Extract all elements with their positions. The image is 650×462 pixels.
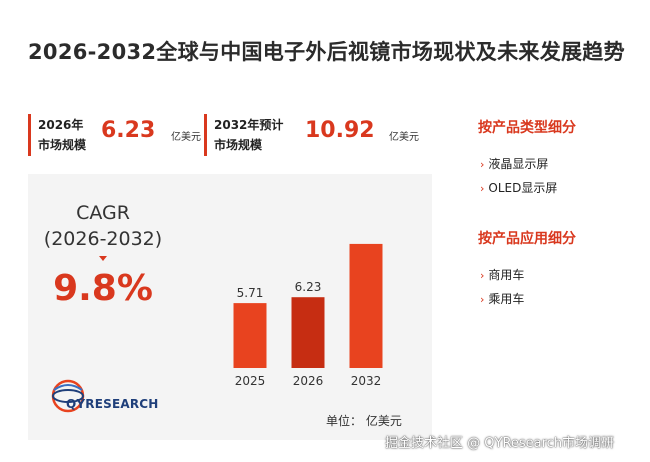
segment-item-passenger[interactable]: › 乘用车 (480, 292, 525, 306)
segment-title-type: 按产品类型细分 (478, 120, 576, 136)
tick-label-2032: 2032 (351, 374, 382, 388)
page-title: 2026-2032全球与中国电子外后视镜市场现状及未来发展趋势 (28, 40, 625, 64)
segment-item-oled[interactable]: › OLED显示屏 (480, 181, 558, 195)
stat-value: 10.92 (305, 118, 375, 143)
stat-2032-market-size: 2032年预计 市场规模 10.92 亿美元 (204, 114, 453, 156)
data-label-2026: 6.23 (295, 280, 322, 294)
segment-item-commercial[interactable]: › 商用车 (480, 268, 525, 282)
bar-2026 (291, 297, 325, 368)
chevron-right-icon: › (480, 158, 485, 171)
tick-label-2026: 2026 (293, 374, 324, 388)
tick-label-2025: 2025 (235, 374, 266, 388)
chevron-right-icon: › (480, 293, 485, 306)
chevron-right-icon: › (480, 269, 485, 282)
cagr-arrow-icon (99, 256, 107, 261)
stat-unit: 亿美元 (389, 132, 419, 143)
data-label-2032: 10.92 (349, 240, 383, 241)
stat-label: 2032年预计 市场规模 (214, 118, 284, 152)
logo-text: QYRESEARCH (66, 397, 159, 411)
chevron-right-icon: › (480, 182, 485, 195)
chart-unit-label: 单位： 亿美元 (326, 414, 402, 428)
cagr-value: 9.8% (53, 268, 153, 309)
segment-title-application: 按产品应用细分 (478, 231, 576, 247)
bar-2032 (349, 243, 383, 368)
cagr-label: CAGR (2026-2032) (43, 202, 163, 250)
stat-unit: 亿美元 (171, 132, 201, 143)
stat-value: 6.23 (101, 118, 156, 143)
watermark: 掘金技术社区 @ QYResearch市场调研 (385, 436, 615, 451)
stat-2026-market-size: 2026年 市场规模 6.23 亿美元 (28, 114, 207, 156)
bar-chart: 5.71 2025 6.23 2026 10.92 2032 (233, 240, 383, 388)
data-label-2025: 5.71 (237, 286, 264, 300)
qy-globe-icon (51, 379, 85, 413)
bar-2025 (233, 303, 267, 368)
segment-item-lcd[interactable]: › 液晶显示屏 (480, 157, 549, 171)
stat-label: 2026年 市场规模 (38, 118, 87, 152)
